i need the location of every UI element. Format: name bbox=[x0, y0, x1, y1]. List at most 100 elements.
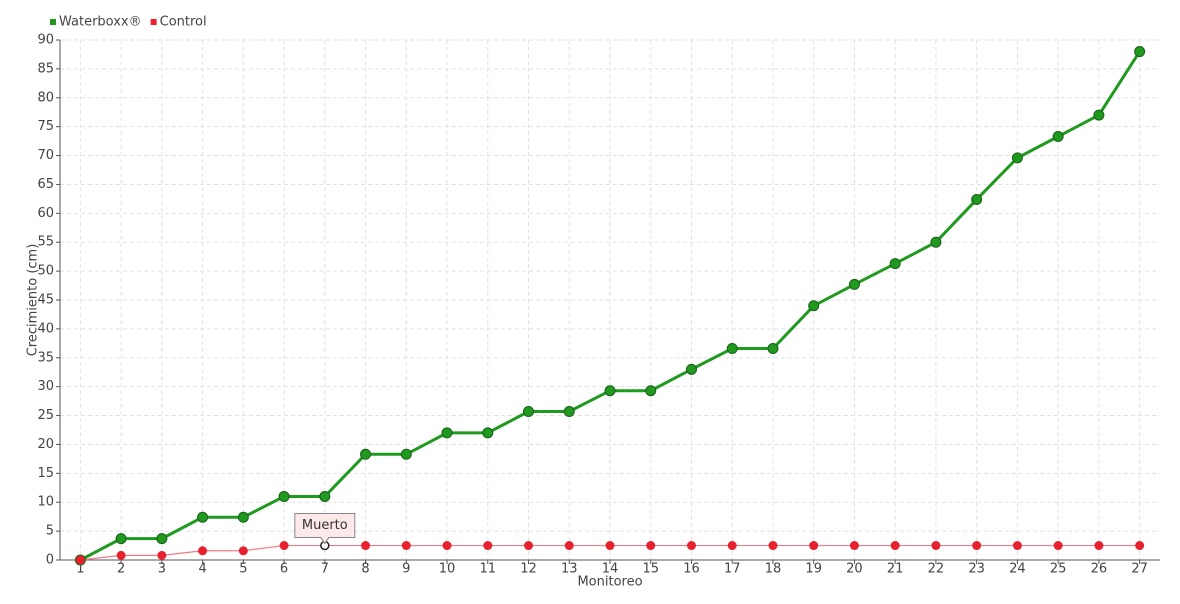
data-point bbox=[524, 541, 534, 551]
data-point bbox=[1053, 541, 1063, 551]
data-point bbox=[115, 533, 127, 545]
data-point bbox=[931, 541, 941, 551]
y-tick-label: 45 bbox=[37, 293, 54, 308]
x-tick-label: 15 bbox=[642, 562, 659, 577]
data-point bbox=[563, 406, 575, 418]
data-point bbox=[75, 555, 85, 565]
legend-label: Control bbox=[160, 15, 207, 30]
data-point bbox=[360, 448, 372, 460]
data-point bbox=[645, 385, 657, 397]
data-point bbox=[564, 541, 574, 551]
data-point bbox=[972, 541, 982, 551]
data-point bbox=[726, 343, 738, 355]
data-point bbox=[442, 541, 452, 551]
y-tick-label: 10 bbox=[37, 495, 54, 510]
x-tick-label: 10 bbox=[439, 562, 456, 577]
y-tick-label: 40 bbox=[37, 321, 54, 336]
x-axis-title: Monitoreo bbox=[577, 575, 642, 590]
data-point bbox=[809, 541, 819, 551]
data-point bbox=[156, 533, 168, 545]
data-point bbox=[441, 427, 453, 439]
data-point bbox=[279, 541, 289, 551]
data-point bbox=[971, 193, 983, 205]
x-tick-label: 6 bbox=[280, 562, 288, 577]
data-point bbox=[197, 511, 209, 523]
data-point bbox=[1052, 130, 1064, 142]
data-point bbox=[483, 541, 493, 551]
x-tick-label: 26 bbox=[1091, 562, 1108, 577]
x-tick-label: 18 bbox=[765, 562, 782, 577]
x-tick-label: 1 bbox=[76, 562, 84, 577]
data-point bbox=[930, 236, 942, 248]
data-point bbox=[1135, 541, 1145, 551]
x-tick-label: 7 bbox=[321, 562, 329, 577]
data-point bbox=[198, 546, 208, 556]
y-tick-label: 60 bbox=[37, 206, 54, 221]
y-tick-label: 30 bbox=[37, 379, 54, 394]
data-point bbox=[116, 550, 126, 560]
data-point bbox=[685, 363, 697, 375]
x-tick-label: 13 bbox=[561, 562, 578, 577]
y-tick-label: 85 bbox=[37, 61, 54, 76]
x-tick-label: 12 bbox=[520, 562, 537, 577]
data-point bbox=[604, 385, 616, 397]
x-tick-label: 8 bbox=[361, 562, 369, 577]
data-point bbox=[849, 541, 859, 551]
data-point bbox=[1134, 46, 1146, 58]
data-point bbox=[768, 541, 778, 551]
x-tick-label: 24 bbox=[1009, 562, 1026, 577]
data-point bbox=[1011, 152, 1023, 164]
x-tick-label: 25 bbox=[1050, 562, 1067, 577]
x-tick-label: 3 bbox=[158, 562, 166, 577]
y-axis-title: Crecimiento (cm) bbox=[26, 244, 41, 357]
x-tick-label: 2 bbox=[117, 562, 125, 577]
data-point bbox=[482, 427, 494, 439]
x-tick-label: 4 bbox=[198, 562, 206, 577]
legend-label: Waterboxx® bbox=[59, 15, 142, 30]
data-point bbox=[889, 258, 901, 270]
x-tick-label: 21 bbox=[887, 562, 904, 577]
y-tick-label: 0 bbox=[46, 553, 54, 568]
x-tick-label: 22 bbox=[928, 562, 945, 577]
data-point bbox=[523, 406, 535, 418]
x-tick-label: 20 bbox=[846, 562, 863, 577]
data-point bbox=[1094, 541, 1104, 551]
x-tick-label: 23 bbox=[968, 562, 985, 577]
data-point bbox=[238, 546, 248, 556]
x-tick-label: 11 bbox=[480, 562, 497, 577]
data-point bbox=[1012, 541, 1022, 551]
data-point bbox=[848, 278, 860, 290]
annotation-text: Muerto bbox=[302, 518, 348, 533]
y-tick-label: 55 bbox=[37, 235, 54, 250]
y-tick-label: 5 bbox=[46, 524, 54, 539]
x-tick-label: 9 bbox=[402, 562, 410, 577]
y-tick-label: 15 bbox=[37, 466, 54, 481]
data-point bbox=[767, 343, 779, 355]
data-point bbox=[1093, 109, 1105, 121]
annotation: Muerto bbox=[294, 513, 356, 545]
data-point bbox=[727, 541, 737, 551]
y-tick-label: 65 bbox=[37, 177, 54, 192]
legend-swatch bbox=[150, 19, 157, 25]
data-point bbox=[400, 448, 412, 460]
y-tick-label: 80 bbox=[37, 90, 54, 105]
y-tick-label: 75 bbox=[37, 119, 54, 134]
x-tick-label: 19 bbox=[805, 562, 822, 577]
y-tick-label: 70 bbox=[37, 148, 54, 163]
y-tick-label: 25 bbox=[37, 408, 54, 423]
y-tick-label: 20 bbox=[37, 437, 54, 452]
data-point bbox=[686, 541, 696, 551]
legend-swatch bbox=[50, 19, 56, 25]
x-tick-label: 5 bbox=[239, 562, 247, 577]
annotation-box bbox=[294, 513, 356, 545]
data-point bbox=[278, 490, 290, 502]
data-point bbox=[890, 541, 900, 551]
x-tick-label: 27 bbox=[1131, 562, 1148, 577]
data-point bbox=[361, 541, 371, 551]
y-tick-label: 35 bbox=[37, 350, 54, 365]
data-point bbox=[605, 541, 615, 551]
data-point bbox=[319, 490, 331, 502]
x-tick-label: 17 bbox=[724, 562, 741, 577]
data-point bbox=[808, 300, 820, 312]
